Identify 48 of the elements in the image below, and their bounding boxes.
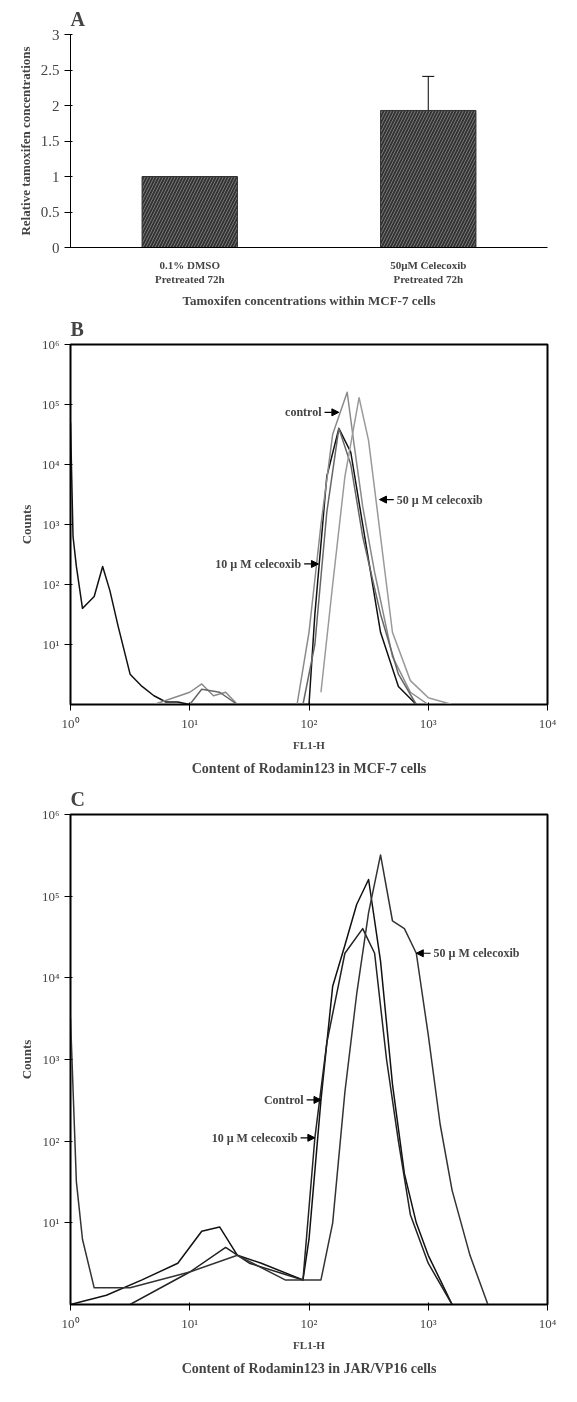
y-tick-label: 1.5 xyxy=(40,133,60,149)
y-tick-label: 1 xyxy=(52,168,60,185)
y-tick-label: 10³ xyxy=(42,1052,60,1067)
x-axis-title: FL1-H xyxy=(293,1338,326,1351)
y-tick-label: 10⁴ xyxy=(41,457,60,472)
x-tick-label: 10⁰ xyxy=(61,1315,80,1331)
y-tick-label: 10² xyxy=(42,577,60,592)
y-tick-label: 0.5 xyxy=(40,204,60,220)
y-tick-label: 2.5 xyxy=(40,62,60,78)
y-tick-label: 10² xyxy=(42,1133,60,1149)
x-tick-label: 10² xyxy=(300,715,318,731)
text: Content of Rodamin123 in JAR/VP16 cells xyxy=(181,1360,437,1376)
x-tick-label: 0.1% DMSO Pretreated 72h xyxy=(154,258,225,285)
annotation: 10 µ M celecoxib xyxy=(215,556,302,571)
annotation: control xyxy=(285,405,323,420)
y-tick-label: 3 xyxy=(52,26,60,43)
y-tick-label: 10³ xyxy=(42,517,60,532)
x-tick-label: 10¹ xyxy=(181,1315,199,1331)
y-tick-label: 10⁵ xyxy=(41,888,60,904)
x-tick-label: 10³ xyxy=(419,1315,437,1331)
y-tick-label: 2 xyxy=(52,97,60,114)
annotation: 10 µ M celecoxib xyxy=(211,1130,298,1145)
x-tick-label: 10³ xyxy=(419,715,437,731)
y-axis-title: Counts xyxy=(18,504,34,545)
y-tick-label: 10⁴ xyxy=(41,970,60,986)
y-tick-label: 10⁶ xyxy=(41,337,60,352)
x-axis-title: FL1-H xyxy=(293,738,326,751)
y-tick-label: 10¹ xyxy=(42,637,60,652)
annotation: 50 µ M celecoxib xyxy=(433,946,520,961)
chart-title: A xyxy=(70,7,86,30)
y-tick-label: 10⁶ xyxy=(41,807,60,822)
chart-title: B xyxy=(70,317,84,340)
x-tick-label: 10⁰ xyxy=(61,715,80,731)
y-tick-label: 10⁵ xyxy=(41,397,60,412)
x-tick-label: 10⁴ xyxy=(538,1315,557,1331)
text: Content of Rodamin123 in MCF-7 cells xyxy=(191,760,427,776)
x-tick-label: 10⁴ xyxy=(538,715,557,731)
x-tick-label: 10¹ xyxy=(181,715,199,731)
x-tick-label: 10² xyxy=(300,1315,318,1331)
x-tick-label: 50μM Celecoxib Pretreated 72h xyxy=(390,258,467,285)
annotation: 50 µ M celecoxib xyxy=(396,492,484,507)
y-tick-label: 0 xyxy=(52,239,60,256)
chart-title: C xyxy=(70,787,85,810)
x-axis-title: Tamoxifen concentrations within MCF-7 cells xyxy=(182,292,436,308)
annotation: Control xyxy=(263,1092,305,1107)
y-tick-label: 10¹ xyxy=(42,1215,60,1231)
y-axis-title: Relative tamoxifen concentrations xyxy=(17,46,33,236)
y-axis-title: Counts xyxy=(18,1039,34,1080)
